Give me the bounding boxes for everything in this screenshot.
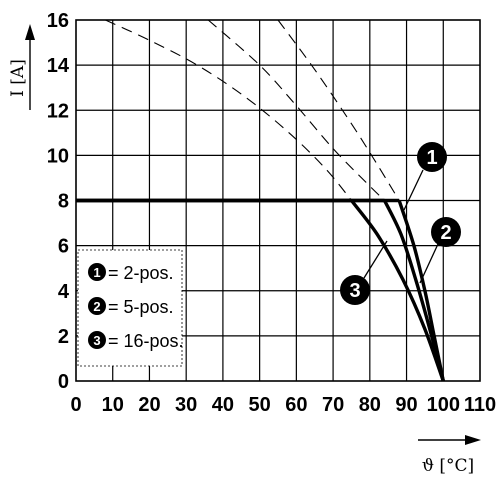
callout-badge-1 <box>417 142 447 172</box>
y-tick-label: 16 <box>47 10 69 32</box>
legend-badge-number: 2 <box>93 299 100 314</box>
legend-badge-2 <box>88 297 106 315</box>
legend-badge-3 <box>88 331 106 349</box>
legend-badge-1 <box>88 263 106 281</box>
series-lines <box>76 198 445 382</box>
series-extension-1 <box>277 19 400 201</box>
callout-number-3: 3 <box>349 280 360 302</box>
x-tick-label: 60 <box>285 394 307 416</box>
legend: 1 = 2-pos. 2 = 5-pos. 3 = 16-pos. <box>77 249 184 367</box>
x-tick-label: 10 <box>102 394 124 416</box>
callout-badge-2 <box>431 217 461 247</box>
x-tick-label: 100 <box>427 394 460 416</box>
legend-label-3: = 16-pos. <box>108 331 184 351</box>
y-tick-label: 14 <box>47 55 70 77</box>
y-tick-label: 10 <box>47 145 69 167</box>
series-extension-2 <box>207 19 385 201</box>
series-line-2 <box>382 199 445 382</box>
x-tick-label: 90 <box>395 394 417 416</box>
callout-leader-1 <box>403 169 424 211</box>
x-tick-label: 20 <box>138 394 160 416</box>
callout-number-1: 1 <box>426 147 437 169</box>
callout-number-2: 2 <box>440 222 451 244</box>
y-tick-label: 4 <box>58 281 70 303</box>
y-tick-label: 8 <box>58 191 69 213</box>
legend-label-2: = 5-pos. <box>108 297 174 317</box>
x-tick-label: 110 <box>464 394 496 416</box>
x-tick-label: 70 <box>322 394 344 416</box>
legend-badge-number: 1 <box>93 265 100 280</box>
y-tick-label: 12 <box>47 100 69 122</box>
x-arrow-head <box>465 435 481 445</box>
y-tick-label: 6 <box>58 236 69 258</box>
x-tick-label: 80 <box>359 394 381 416</box>
y-tick-label: 2 <box>58 326 69 348</box>
x-axis-label: ϑ [°C] <box>422 456 474 476</box>
x-tick-label: 0 <box>70 394 81 416</box>
y-axis-label: I [A] <box>8 59 28 97</box>
dashed-extensions <box>105 19 400 201</box>
series-callouts: 1 2 3 <box>340 142 461 305</box>
series-line-3 <box>350 199 445 382</box>
x-tick-label: 30 <box>175 394 197 416</box>
legend-badge-number: 3 <box>93 333 100 348</box>
callout-badge-3 <box>340 275 370 305</box>
legend-label-1: = 2-pos. <box>108 263 174 283</box>
x-tick-label: 40 <box>212 394 234 416</box>
callout-leader-2 <box>419 243 439 284</box>
callout-leader-3 <box>363 240 388 279</box>
y-tick-label: 0 <box>58 371 69 393</box>
x-tick-label: 50 <box>249 394 271 416</box>
axis-arrows <box>25 24 481 445</box>
y-arrow-head <box>25 24 35 40</box>
